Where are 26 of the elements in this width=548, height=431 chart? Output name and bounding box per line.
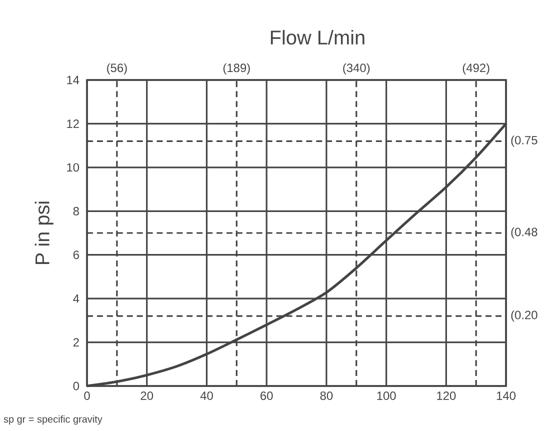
- y-tick-label: 12: [67, 120, 79, 128]
- y-tick-label: 14: [67, 76, 80, 84]
- annotation: (0.75: [511, 136, 538, 147]
- y-tick-label: 8: [73, 206, 79, 216]
- x-tick-label: 140: [496, 392, 516, 400]
- annotation: (492): [462, 63, 490, 74]
- annotation: (189): [223, 63, 250, 74]
- x-tick-label: 20: [140, 392, 154, 400]
- annotation: (340): [343, 63, 370, 74]
- x-tick-label: 0: [84, 392, 90, 400]
- x-tick-label: 120: [437, 392, 456, 400]
- annotation: (0.20: [511, 310, 538, 322]
- x-tick-label: 80: [320, 392, 333, 400]
- y-tick-label: 0: [73, 382, 80, 390]
- y-tick-label: 2: [73, 338, 79, 346]
- y-tick-label: 10: [67, 163, 80, 172]
- x-tick-label: 100: [377, 392, 396, 400]
- chart-title: Flow L/min: [270, 30, 364, 45]
- annotation: (0.48: [511, 227, 538, 239]
- x-tick-label: 40: [200, 392, 213, 400]
- x-tick-label: 60: [260, 392, 273, 400]
- y-tick-label: 4: [73, 294, 80, 303]
- y-axis-title: P in psi: [34, 202, 54, 264]
- annotation: (56): [107, 63, 127, 74]
- y-tick-label: 6: [73, 250, 79, 260]
- text: sp gr = specific gravity: [4, 415, 102, 425]
